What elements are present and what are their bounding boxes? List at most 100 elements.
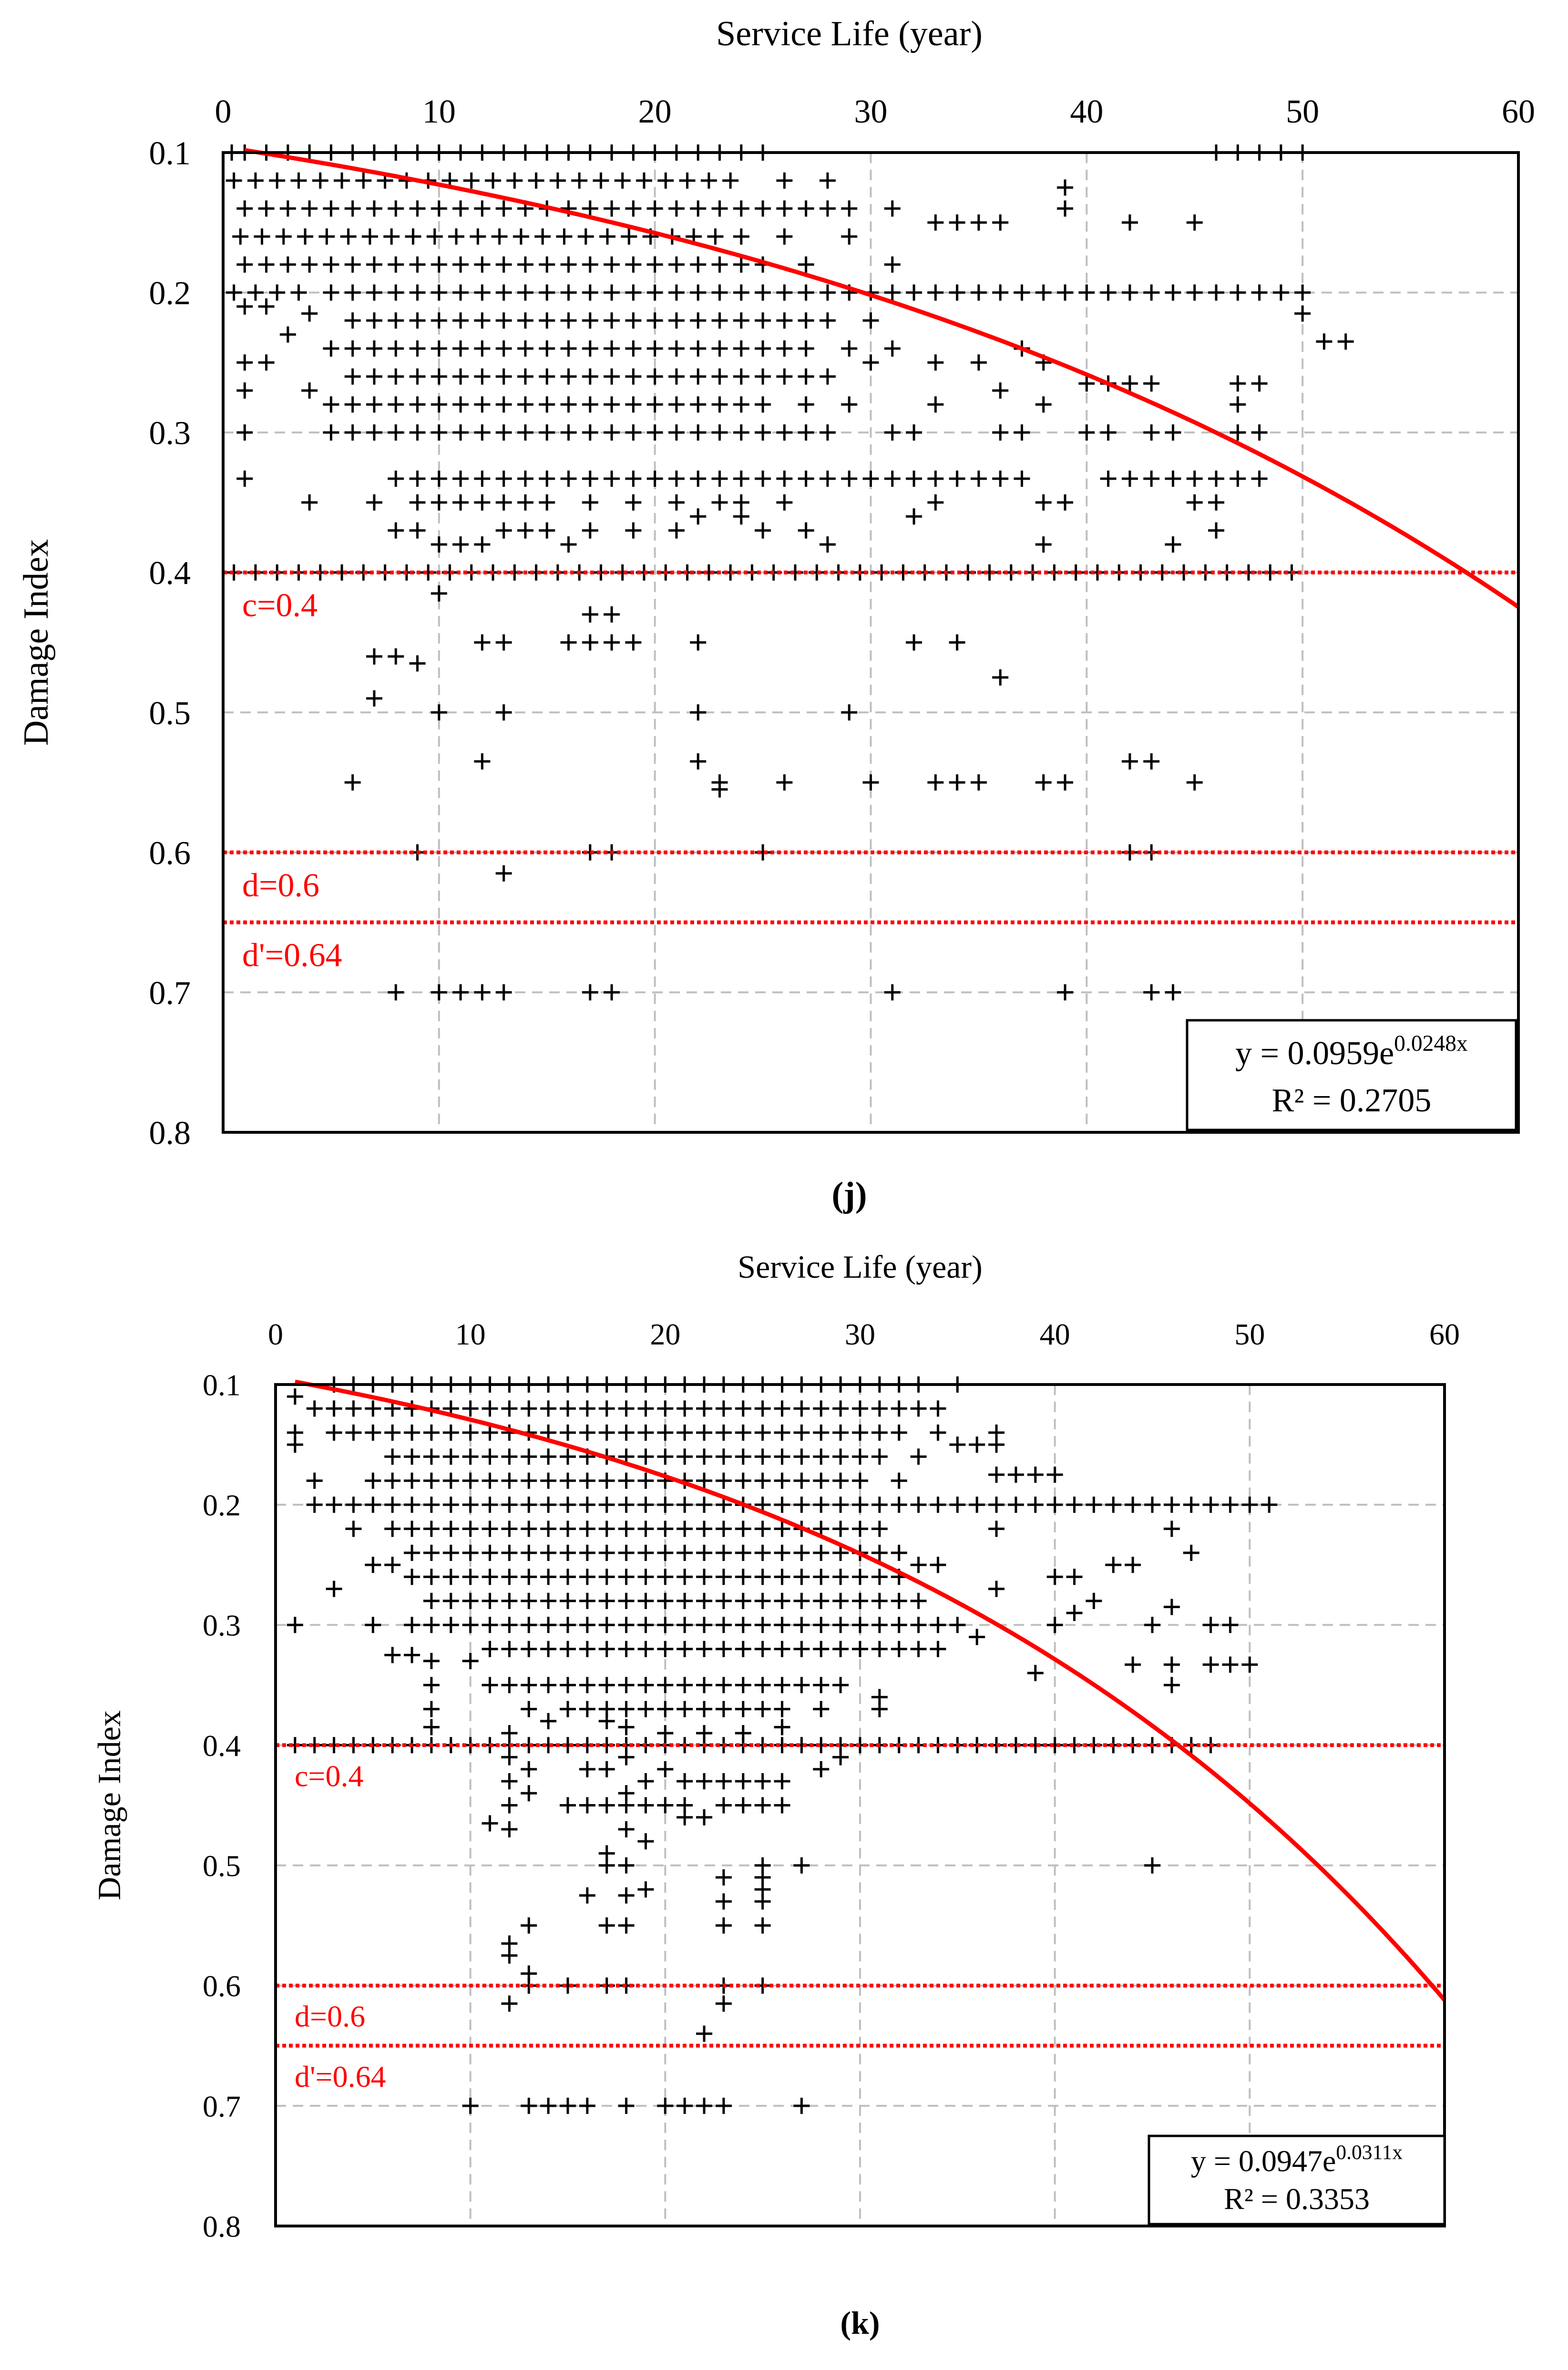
data-point-marker — [618, 1701, 635, 1717]
data-point-marker — [1078, 284, 1095, 301]
data-point-marker — [676, 2097, 693, 2114]
data-point-marker — [579, 1400, 595, 1417]
data-point-marker — [992, 382, 1009, 399]
data-point-marker — [366, 256, 382, 273]
data-point-marker — [637, 1797, 654, 1814]
data-point-marker — [930, 1617, 946, 1633]
data-point-marker — [1014, 471, 1030, 487]
data-point-marker — [668, 256, 685, 273]
data-point-marker — [637, 1641, 654, 1657]
data-point-marker — [715, 1869, 732, 1886]
data-point-marker — [423, 1652, 440, 1669]
data-point-marker — [813, 1677, 830, 1693]
data-point-marker — [625, 312, 642, 329]
data-point-marker — [774, 1400, 790, 1417]
data-point-marker — [423, 1545, 440, 1561]
data-point-marker — [755, 312, 771, 329]
data-point-marker — [582, 494, 598, 511]
data-point-marker — [301, 305, 318, 322]
data-point-marker — [540, 1617, 557, 1633]
data-point-marker — [776, 368, 793, 385]
data-point-marker — [269, 172, 286, 189]
data-point-marker — [813, 1424, 830, 1441]
data-point-marker — [1165, 984, 1181, 1001]
data-point-marker — [560, 1497, 576, 1513]
data-point-marker — [462, 1652, 479, 1669]
data-point-marker — [871, 1617, 888, 1633]
data-point-marker — [442, 1592, 459, 1609]
data-point-marker — [423, 1472, 440, 1489]
data-point-marker — [430, 704, 447, 721]
data-point-marker — [668, 312, 685, 329]
data-point-marker — [696, 1809, 713, 1826]
data-point-marker — [832, 1592, 849, 1609]
data-point-marker — [501, 1400, 518, 1417]
data-point-marker — [755, 396, 771, 413]
data-point-marker — [426, 228, 443, 245]
data-point-marker — [774, 1641, 790, 1657]
data-point-marker — [871, 1497, 888, 1513]
data-point-marker — [657, 2097, 674, 2114]
data-point-marker — [618, 1592, 635, 1609]
data-point-marker — [258, 256, 275, 273]
data-point-marker — [618, 1497, 635, 1513]
data-point-marker — [625, 284, 642, 301]
data-point-marker — [598, 1761, 615, 1777]
data-point-marker — [832, 1677, 849, 1693]
data-point-marker — [430, 494, 447, 511]
data-point-marker — [637, 1569, 654, 1585]
data-point-marker — [462, 1569, 479, 1585]
data-point-marker — [365, 1472, 381, 1489]
data-point-marker — [560, 284, 577, 301]
data-point-marker — [521, 1761, 537, 1777]
x-tick-label: 30 — [845, 1317, 875, 1351]
data-point-marker — [715, 1677, 732, 1693]
data-point-marker — [560, 312, 577, 329]
data-point-marker — [735, 1400, 751, 1417]
data-point-marker — [495, 471, 512, 487]
data-point-marker — [690, 368, 707, 385]
data-point-marker — [560, 1797, 576, 1814]
data-point-marker — [832, 1520, 849, 1537]
data-point-marker — [1066, 1605, 1083, 1621]
data-point-marker — [236, 354, 253, 371]
data-point-marker — [690, 753, 707, 770]
data-point-marker — [1057, 494, 1074, 511]
data-point-marker — [1066, 1497, 1083, 1513]
data-point-marker — [560, 1677, 576, 1693]
data-point-marker — [754, 1893, 771, 1910]
data-point-marker — [579, 1617, 595, 1633]
data-point-marker — [618, 1917, 635, 1934]
data-point-marker — [1143, 984, 1160, 1001]
data-point-marker — [793, 1569, 810, 1585]
data-point-marker — [312, 172, 328, 189]
data-point-marker — [442, 1520, 459, 1537]
data-point-marker — [1035, 536, 1052, 553]
data-point-marker — [696, 1520, 713, 1537]
data-point-marker — [735, 1797, 751, 1814]
data-point-marker — [618, 1520, 635, 1537]
data-point-marker — [755, 471, 771, 487]
data-point-marker — [452, 536, 469, 553]
data-point-marker — [517, 396, 533, 413]
data-point-marker — [1186, 471, 1203, 487]
data-point-marker — [754, 1641, 771, 1657]
data-point-marker — [506, 172, 523, 189]
r-squared-text: R² = 0.3353 — [1224, 2182, 1370, 2216]
data-point-marker — [625, 256, 642, 273]
trendline-equation: y = 0.0947e0.0311x — [1191, 2141, 1403, 2178]
data-point-marker — [482, 1520, 498, 1537]
data-point-marker — [474, 200, 491, 217]
data-point-marker — [1046, 1497, 1063, 1513]
data-point-marker — [1163, 1656, 1180, 1673]
data-point-marker — [1086, 1497, 1102, 1513]
data-point-marker — [404, 1472, 420, 1489]
data-point-marker — [970, 774, 987, 791]
data-point-marker — [733, 228, 749, 245]
data-point-marker — [430, 368, 447, 385]
data-point-marker — [733, 424, 749, 441]
data-point-marker — [540, 1448, 557, 1465]
data-point-marker — [862, 471, 879, 487]
data-point-marker — [279, 326, 296, 343]
data-point-marker — [949, 471, 965, 487]
